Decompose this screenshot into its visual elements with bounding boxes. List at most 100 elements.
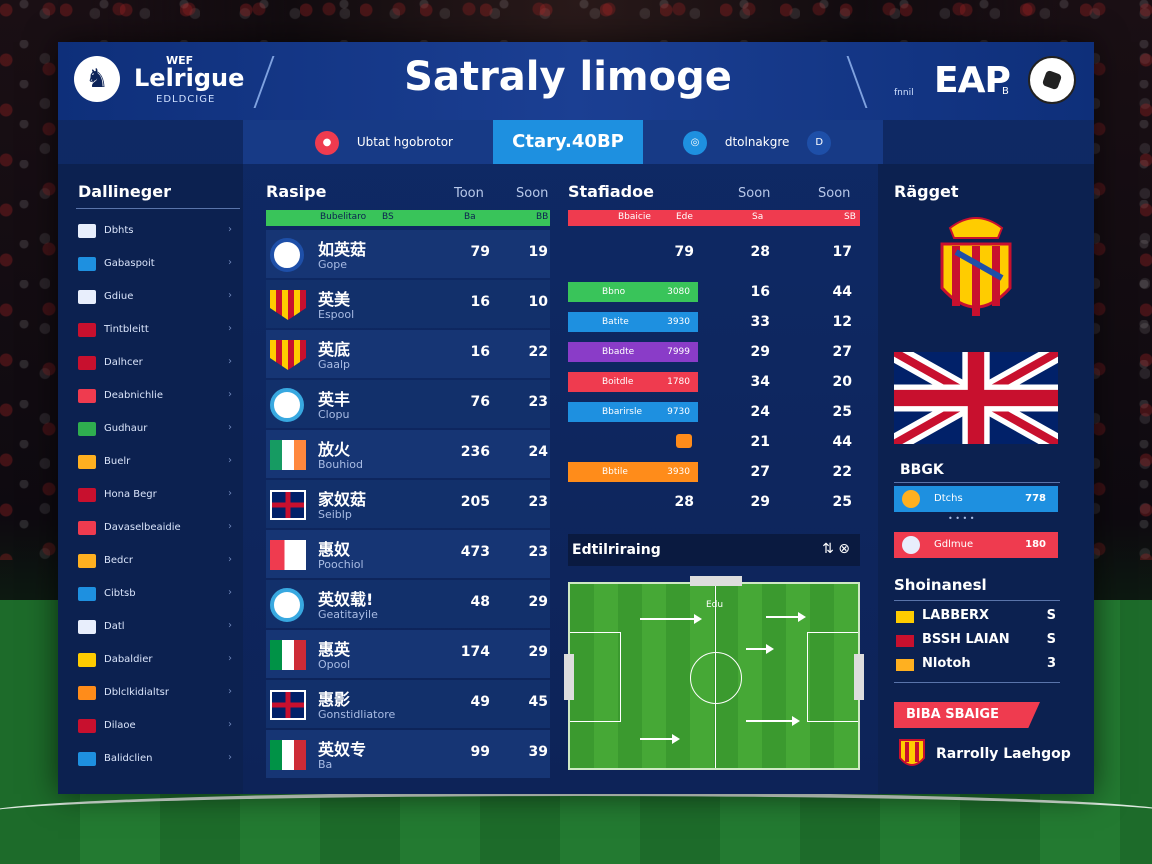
sidebar-item[interactable]: Dilaoe › <box>76 713 240 741</box>
stats-row[interactable]: 28 29 25 <box>568 492 860 514</box>
stat-pill: Bbno 3080 <box>568 282 698 302</box>
sort-icon[interactable]: ⇅ ⊗ <box>822 541 850 557</box>
team-value: 174 <box>460 644 490 660</box>
sidebar-item-label: Gdiue <box>104 291 134 302</box>
stat-pill: Batite 3930 <box>568 312 698 332</box>
table-row[interactable]: 英丰 Clopu 76 23 <box>266 380 550 428</box>
tab-label: Ctary.40BP <box>512 131 624 152</box>
stat-value: 28 <box>750 244 770 260</box>
stat-bar[interactable]: Gdlmue 180 <box>894 532 1058 558</box>
sidebar-item[interactable]: Bedcr › <box>76 548 240 576</box>
club-icon <box>902 536 920 554</box>
team-subtitle: Espool <box>318 308 355 321</box>
shield-icon: D <box>807 130 832 155</box>
club-crest-icon <box>940 217 1012 316</box>
stat-bar[interactable]: Dtchs 778 <box>894 486 1058 512</box>
table-row[interactable]: 家奴菇 Seiblp 205 23 <box>266 480 550 528</box>
sidebar-item[interactable]: Gudhaur › <box>76 416 240 444</box>
stat-pill-value: 3930 <box>667 467 690 477</box>
promo-tag[interactable]: BIBA SBAIGE <box>894 702 1040 728</box>
table-row[interactable]: 惠英 Opool 174 29 <box>266 630 550 678</box>
sidebar-item[interactable]: Gdiue › <box>76 284 240 312</box>
flag-icon <box>78 224 96 238</box>
stat-pill: Boitdle 1780 <box>568 372 698 392</box>
team-value: 49 <box>470 694 490 710</box>
flag-icon <box>78 488 96 502</box>
sidebar-item-label: Tintbleitt <box>104 324 149 335</box>
flag-icon <box>78 422 96 436</box>
sidebar-item[interactable]: Buelr › <box>76 449 240 477</box>
team-value: 16 <box>470 294 490 310</box>
table-row[interactable]: 惠奴 Poochiol 473 23 <box>266 530 550 578</box>
stats-row[interactable]: Bbadte 7999 29 27 <box>568 342 860 364</box>
chevron-right-icon: › <box>228 587 232 598</box>
tactics-pitch[interactable]: Edu <box>564 576 864 770</box>
bar-label: BB <box>536 212 549 222</box>
sidebar-item[interactable]: Dalhcer › <box>76 350 240 378</box>
flag-icon <box>78 257 96 271</box>
list-item[interactable]: LABBERX S <box>894 606 1060 628</box>
stats-row[interactable]: 79 28 17 <box>568 242 860 264</box>
sidebar-item[interactable]: Gabaspoit › <box>76 251 240 279</box>
stat-value: 17 <box>832 244 852 260</box>
bar-label: SB <box>844 212 856 222</box>
ireland-flag-icon <box>270 440 306 470</box>
list-item[interactable]: Nlotoh 3 <box>894 654 1060 676</box>
table-row[interactable]: 英奴专 Ba 99 39 <box>266 730 550 778</box>
team-name: 英丰 <box>318 390 351 409</box>
stats-row[interactable]: Bbtile 3930 27 22 <box>568 462 860 484</box>
league-logo-icon[interactable]: ♞ <box>74 56 120 102</box>
bar-label: Bubelitaro <box>320 212 367 222</box>
ranking-table: Rasipe Toon Soon Bubelitaro BS Ba BB 如英菇… <box>258 164 554 794</box>
tab-ubtat[interactable]: ● Ubtat hgobrotor <box>315 120 453 164</box>
table-row[interactable]: 英美 Espool 16 10 <box>266 280 550 328</box>
team-subtitle: Gonstidliatore <box>318 708 396 721</box>
list-item[interactable]: BSSH LAIAN S <box>894 630 1060 652</box>
sidebar-item[interactable]: Dblclkidialtsr › <box>76 680 240 708</box>
sidebar-item[interactable]: Balidclien › <box>76 746 240 774</box>
flag-icon <box>78 389 96 403</box>
sidebar-item[interactable]: Cibtsb › <box>76 581 240 609</box>
sidebar-item-label: Cibtsb <box>104 588 136 599</box>
table-row[interactable]: 惠影 Gonstidliatore 49 45 <box>266 680 550 728</box>
uk-flag-icon <box>894 352 1058 444</box>
target-icon: ◎ <box>683 130 707 155</box>
stat-pill: Bbadte 7999 <box>568 342 698 362</box>
tab-ctary[interactable]: Ctary.40BP <box>493 120 643 164</box>
sidebar-item[interactable]: Dbhts › <box>76 218 240 246</box>
stats-row[interactable]: Bbarirsle 9730 24 25 <box>568 402 860 424</box>
sidebar-item-label: Dbhts <box>104 225 134 236</box>
play-arrow-icon <box>746 716 800 726</box>
sidebar-item[interactable]: Deabnichlie › <box>76 383 240 411</box>
sidebar-item[interactable]: Dabaldier › <box>76 647 240 675</box>
tab-dtolnakgre[interactable]: ◎ dtolnakgre D <box>683 120 845 164</box>
stat-bar-label: Gdlmue <box>934 539 974 550</box>
stat-value: 27 <box>832 344 852 360</box>
flag-icon <box>270 540 306 570</box>
team-value: 29 <box>528 594 548 610</box>
stats-row[interactable]: 21 44 <box>568 432 860 454</box>
sidebar-item[interactable]: Hona Begr › <box>76 482 240 510</box>
column-header: Toon <box>454 186 484 201</box>
sidebar-item[interactable]: Datl › <box>76 614 240 642</box>
team-value: 23 <box>528 394 548 410</box>
stats-row[interactable]: Boitdle 1780 34 20 <box>568 372 860 394</box>
bar-label: Bbaicie <box>618 212 651 222</box>
table-row[interactable]: 英底 Gaalp 16 22 <box>266 330 550 378</box>
team-name: 惠奴 <box>318 540 351 559</box>
team-value: 473 <box>460 544 490 560</box>
stats-row[interactable]: Batite 3930 33 12 <box>568 312 860 334</box>
stat-value: 29 <box>750 494 770 510</box>
team-subtitle: Opool <box>318 658 351 671</box>
team-value: 10 <box>528 294 548 310</box>
table-row[interactable]: 放火 Bouhiod 236 24 <box>266 430 550 478</box>
sidebar-item[interactable]: Davaselbeaidie › <box>76 515 240 543</box>
sidebar-item[interactable]: Tintbleitt › <box>76 317 240 345</box>
shortlist-title: Shoinanesl <box>894 576 987 594</box>
team-name: 惠影 <box>318 690 351 709</box>
table-row[interactable]: 如英菇 Gope 79 19 <box>266 230 550 278</box>
club-icon <box>902 490 920 508</box>
stats-row[interactable]: Bbno 3080 16 44 <box>568 282 860 304</box>
table-row[interactable]: 英奴载! Geatitayile 48 29 <box>266 580 550 628</box>
team-value: 205 <box>460 494 490 510</box>
